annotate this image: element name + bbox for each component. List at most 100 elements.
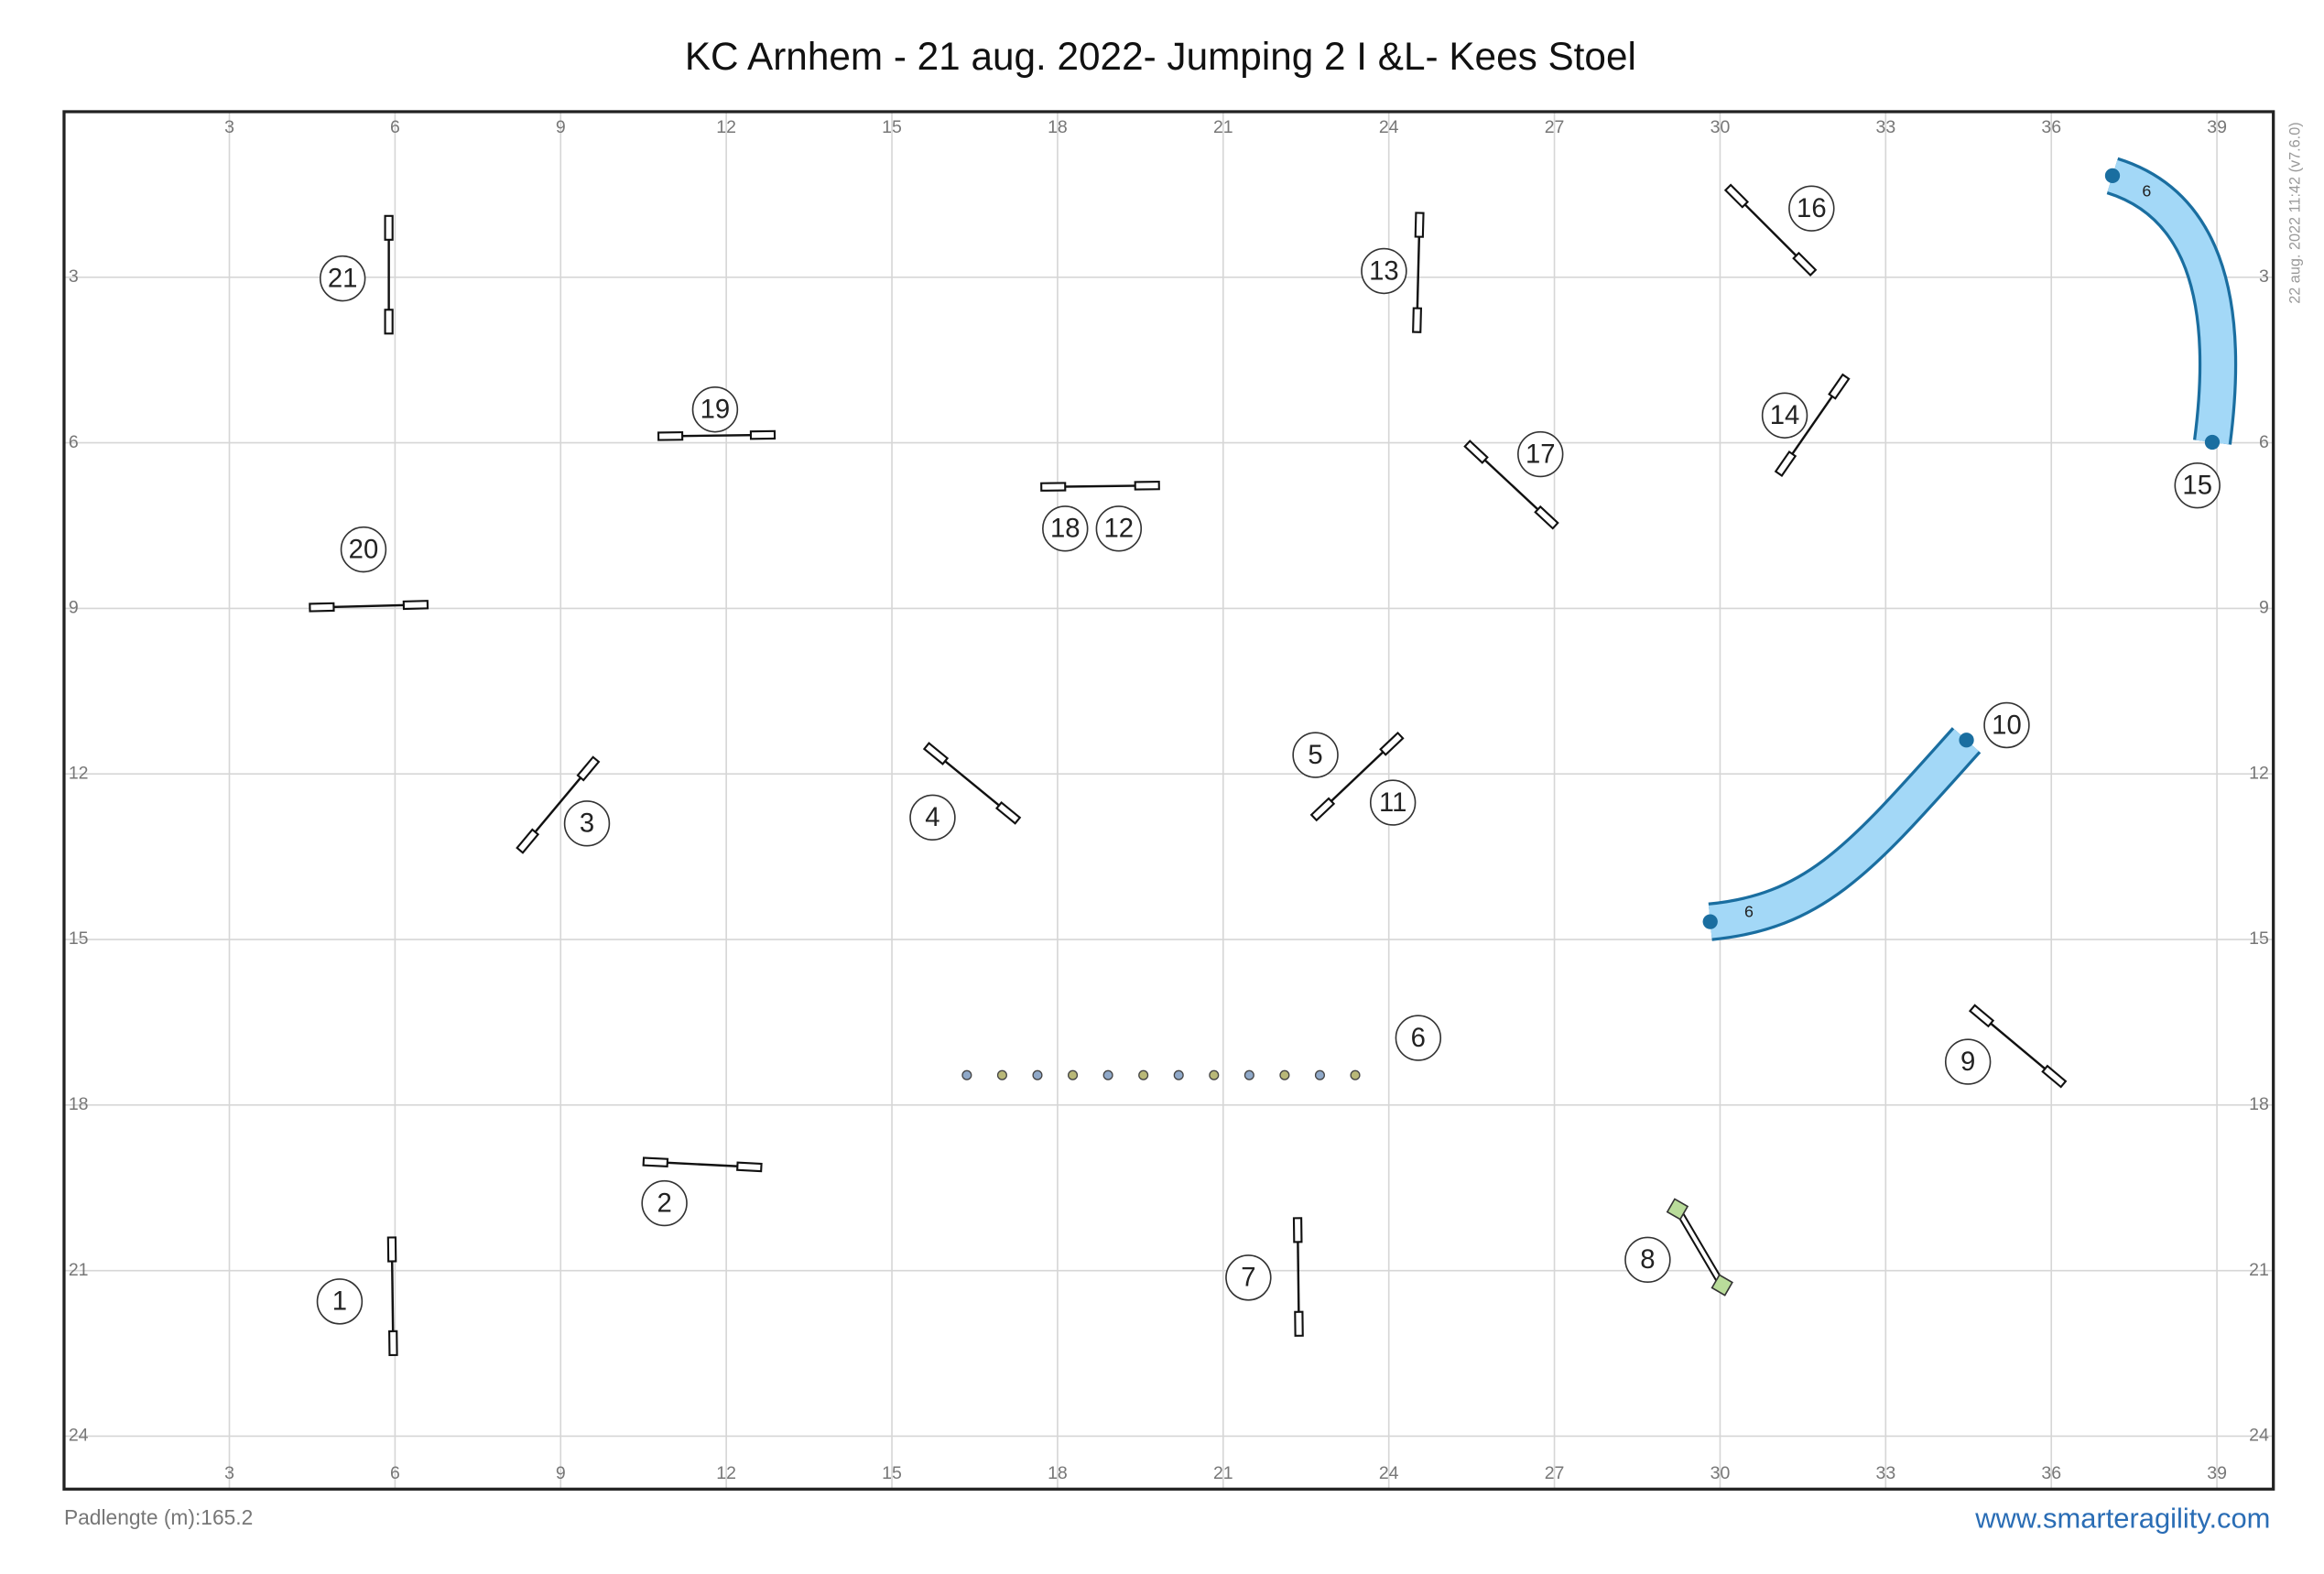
- jump-wing: [736, 1161, 763, 1173]
- number-circle: [1624, 1236, 1671, 1284]
- tunnel-label: 6: [2142, 182, 2151, 201]
- obstacle-number: 11: [1379, 788, 1406, 818]
- jump-wing: [1040, 482, 1067, 492]
- seesaw-plank: [1676, 1208, 1724, 1286]
- y-tick-label: 24: [69, 1426, 89, 1446]
- x-tick-label: 12: [716, 1463, 736, 1483]
- y-tick-label: 3: [69, 266, 79, 287]
- jump-wing: [576, 755, 601, 782]
- x-tick-label: 27: [1545, 1463, 1565, 1483]
- jump-wing: [1292, 1217, 1303, 1243]
- x-tick-label: 36: [2041, 117, 2061, 137]
- tunnel: [1708, 729, 1979, 939]
- obstacle-number: 7: [1241, 1264, 1255, 1293]
- y-tick-label: 18: [2249, 1094, 2269, 1114]
- y-tick-label: 15: [2249, 928, 2269, 949]
- seesaw-end: [1710, 1274, 1733, 1297]
- obstacle-number: 2: [657, 1189, 671, 1218]
- x-tick-label: 9: [556, 1463, 566, 1483]
- jump-wing: [749, 429, 776, 440]
- jump-wing: [1534, 505, 1559, 530]
- y-tick-label: 21: [2249, 1260, 2269, 1280]
- weave-pole: [1209, 1069, 1220, 1080]
- obstacle-number: 19: [700, 396, 731, 425]
- obstacle-number: 3: [580, 809, 594, 839]
- obstacle-number: 14: [1770, 401, 1800, 430]
- obstacle-number: 4: [925, 803, 939, 832]
- obstacle-number: 17: [1526, 440, 1556, 469]
- jump-wing: [402, 600, 429, 611]
- weave-pole: [961, 1069, 972, 1080]
- jump-wing: [516, 828, 540, 854]
- jump-wing: [994, 800, 1022, 825]
- weave-pole: [1314, 1069, 1325, 1080]
- x-tick-label: 39: [2207, 1463, 2227, 1483]
- x-tick-label: 15: [882, 117, 902, 137]
- y-tick-label: 3: [2259, 266, 2269, 287]
- number-circle: [1369, 779, 1417, 826]
- obstacle-number: 9: [1960, 1048, 1975, 1077]
- jump-wing: [1463, 440, 1489, 464]
- number-circle: [1983, 701, 2030, 749]
- obstacle-number: 20: [349, 535, 379, 564]
- x-tick-label: 33: [1875, 1463, 1895, 1483]
- number-circle: [1225, 1254, 1272, 1301]
- weave-pole: [996, 1069, 1007, 1080]
- x-tick-label: 3: [224, 1463, 234, 1483]
- tunnel-end: [2204, 434, 2221, 450]
- y-tick-label: 9: [69, 598, 79, 618]
- jump-wing: [386, 1236, 397, 1263]
- x-tick-label: 30: [1710, 117, 1731, 137]
- obstacle-number: 6: [1411, 1024, 1426, 1053]
- seesaw-end: [1666, 1198, 1689, 1221]
- number-circle: [316, 1278, 364, 1325]
- number-circle: [1095, 505, 1143, 552]
- x-tick-label: 12: [716, 117, 736, 137]
- x-tick-label: 3: [224, 117, 234, 137]
- x-tick-label: 30: [1710, 1463, 1731, 1483]
- jump-wing: [657, 431, 684, 441]
- timestamp: 22 aug. 2022 11:42 (v7.6.0): [2286, 122, 2303, 303]
- obstacle-number: 16: [1797, 194, 1827, 223]
- jump-wing: [309, 602, 335, 613]
- x-tick-label: 9: [556, 117, 566, 137]
- website[interactable]: www.smarteragility.com: [1974, 1503, 2270, 1535]
- number-circle: [909, 794, 956, 841]
- jump-wing: [1792, 251, 1818, 277]
- weave-pole: [1279, 1069, 1290, 1080]
- weave-pole: [1350, 1069, 1361, 1080]
- x-tick-label: 21: [1213, 117, 1233, 137]
- obstacle-number: 10: [1992, 711, 2022, 740]
- obstacle-number: 21: [328, 264, 358, 293]
- weave-pole: [1173, 1069, 1184, 1080]
- jump-wing: [384, 214, 394, 241]
- obstacle-number: 1: [332, 1287, 347, 1317]
- x-tick-label: 24: [1379, 1463, 1399, 1483]
- obstacle-number: 8: [1640, 1245, 1655, 1275]
- jump-wing: [642, 1156, 669, 1168]
- weave-pole: [1068, 1069, 1079, 1080]
- jump-wing: [1134, 481, 1160, 491]
- y-tick-label: 15: [69, 928, 89, 949]
- y-tick-label: 6: [69, 432, 79, 452]
- ring-border: [62, 110, 2275, 1491]
- jump-wing: [1294, 1310, 1304, 1337]
- x-tick-label: 27: [1545, 117, 1565, 137]
- number-circle: [1944, 1038, 1992, 1085]
- weave-pole: [1138, 1069, 1149, 1080]
- number-circle: [2174, 461, 2221, 509]
- number-circle: [319, 255, 366, 302]
- obstacle-number: 18: [1050, 515, 1081, 544]
- y-tick-label: 18: [69, 1094, 89, 1114]
- weave-pole: [1102, 1069, 1113, 1080]
- y-tick-label: 12: [69, 763, 89, 783]
- jump-wing: [1309, 797, 1336, 822]
- x-tick-label: 18: [1048, 1463, 1068, 1483]
- number-circle: [563, 800, 611, 847]
- number-circle: [1761, 392, 1808, 439]
- y-tick-label: 6: [2259, 432, 2269, 452]
- jump-wing: [1774, 450, 1797, 477]
- number-circle: [1517, 430, 1564, 478]
- title: KC Arnhem - 21 aug. 2022- Jumping 2 I &L…: [685, 35, 1636, 78]
